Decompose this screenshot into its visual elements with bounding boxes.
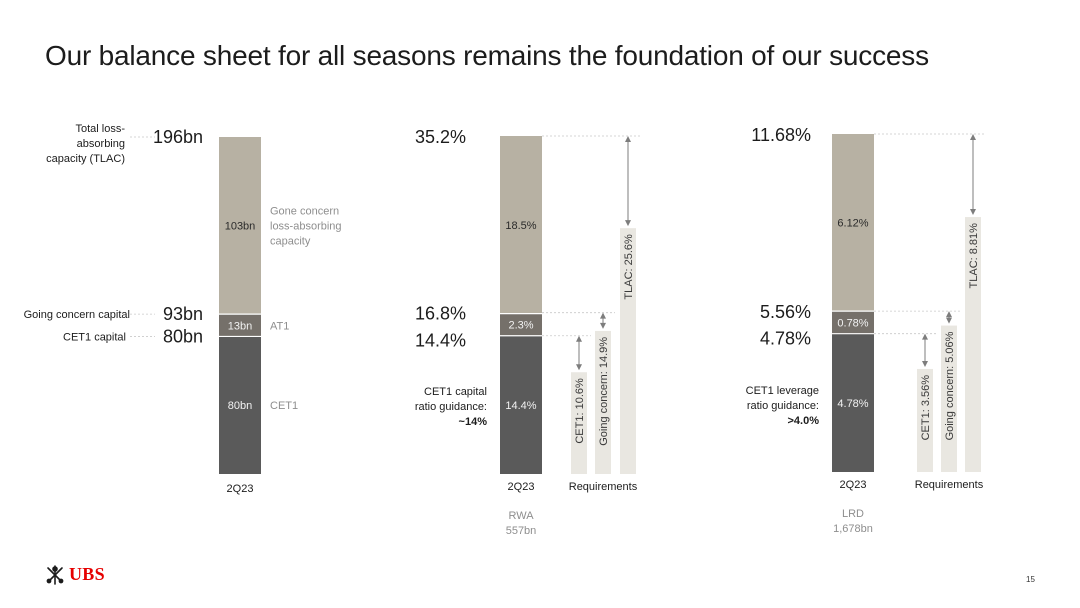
level-value-1: 93bn	[163, 304, 203, 324]
tlac-label-line: absorbing	[77, 138, 125, 150]
level-value-total: 11.68%	[751, 125, 811, 145]
arrow-head-down	[600, 322, 606, 329]
guidance-value: ~14%	[459, 416, 488, 428]
ubs-keys-icon	[46, 564, 64, 585]
tlac-label-line: capacity (TLAC)	[46, 153, 125, 165]
guidance-value: >4.0%	[788, 415, 820, 427]
segment-legend-line: AT1	[270, 320, 289, 332]
segment-value-label: 2.3%	[508, 320, 533, 332]
category-label: 2Q23	[840, 479, 867, 491]
requirement-bar-cet1	[571, 372, 587, 474]
requirement-bar-going-concern	[941, 325, 957, 472]
bar-segment-at1	[832, 311, 874, 334]
tlac-label-line: Total loss-	[75, 123, 125, 135]
requirement-gap-arrow	[946, 311, 952, 324]
category-label-requirements: Requirements	[569, 481, 638, 493]
category-label-requirements: Requirements	[915, 479, 984, 491]
level-value-total: 35.2%	[415, 127, 466, 147]
requirement-bar-going-concern	[595, 330, 611, 474]
denominator-name: LRD	[842, 508, 864, 520]
segment-value-label: 80bn	[228, 400, 252, 412]
level-value-0: 196bn	[153, 127, 203, 147]
denominator-value: 557bn	[506, 525, 537, 537]
requirement-gap-arrow	[576, 335, 582, 371]
ubs-logo-text: UBS	[69, 564, 105, 584]
requirement-bar-tlac	[965, 217, 981, 472]
bar-segment-cet1	[832, 333, 874, 472]
segment-value-label: 18.5%	[505, 220, 536, 232]
segment-legend-line: capacity	[270, 236, 311, 248]
requirement-gap-arrow	[922, 333, 928, 367]
cet1-capital-label: CET1 capital	[63, 331, 126, 343]
segment-value-label: 103bn	[225, 221, 256, 233]
segment-value-label: 6.12%	[837, 218, 868, 230]
level-value-cet1: 4.78%	[760, 329, 811, 349]
requirement-gap-arrow	[600, 312, 606, 329]
slide-title: Our balance sheet for all seasons remain…	[45, 40, 929, 71]
category-label: 2Q23	[508, 481, 535, 493]
arrow-head-up	[576, 335, 582, 342]
requirement-label: CET1: 10.6%	[574, 378, 586, 444]
segment-legend-line: CET1	[270, 400, 298, 412]
segment-value-label: 14.4%	[505, 400, 536, 412]
arrow-head-down	[970, 209, 976, 216]
requirement-bar-tlac	[620, 228, 636, 474]
level-value-cet1: 14.4%	[415, 331, 466, 351]
arrow-head-down	[625, 220, 631, 227]
guidance-text: ratio guidance:	[415, 401, 487, 413]
requirement-label: TLAC: 8.81%	[968, 223, 980, 289]
requirement-label: TLAC: 25.6%	[623, 234, 635, 300]
arrow-head-up	[970, 134, 976, 140]
requirement-gap-arrow	[625, 136, 631, 227]
denominator-value: 1,678bn	[833, 523, 873, 535]
requirement-label: Going concern: 14.9%	[598, 337, 610, 446]
requirement-label: CET1: 3.56%	[920, 375, 932, 441]
requirement-label: Going concern: 5.06%	[944, 331, 956, 440]
arrow-head-down	[922, 360, 928, 367]
bar-segment-gone-concern	[832, 134, 874, 312]
segment-legend-line: Gone concern	[270, 206, 339, 218]
going-concern-capital-label: Going concern capital	[24, 309, 130, 321]
bar-segment-cet1	[219, 336, 261, 474]
guidance-text: ratio guidance:	[747, 400, 819, 412]
bar-segment-gone-concern	[500, 136, 542, 314]
guidance-text: CET1 leverage	[746, 385, 819, 397]
arrow-head-down	[946, 317, 952, 324]
arrow-head-up	[625, 136, 631, 142]
segment-value-label: 0.78%	[837, 317, 868, 329]
requirement-bar-cet1	[917, 368, 933, 472]
bar-segment-at1	[500, 313, 542, 336]
requirement-gap-arrow	[970, 134, 976, 216]
arrow-head-up	[600, 312, 606, 319]
arrow-head-down	[576, 364, 582, 371]
segment-value-label: 13bn	[228, 320, 252, 332]
level-value-2: 80bn	[163, 326, 203, 346]
guidance-text: CET1 capital	[424, 386, 487, 398]
bar-segment-cet1	[500, 335, 542, 474]
bar-segment-gone-concern-loss-absorbing-capacity	[219, 137, 261, 315]
segment-value-label: 4.78%	[837, 398, 868, 410]
level-value-going: 5.56%	[760, 302, 811, 322]
segment-legend-line: loss-absorbing	[270, 221, 342, 233]
arrow-head-up	[922, 333, 928, 340]
page-number: 15	[1026, 575, 1035, 584]
category-label: 2Q23	[227, 483, 254, 495]
denominator-name: RWA	[508, 510, 534, 522]
bar-segment-at1	[219, 314, 261, 337]
level-value-going: 16.8%	[415, 304, 466, 324]
arrow-head-up	[946, 311, 952, 318]
ubs-logo: UBS	[44, 564, 105, 585]
